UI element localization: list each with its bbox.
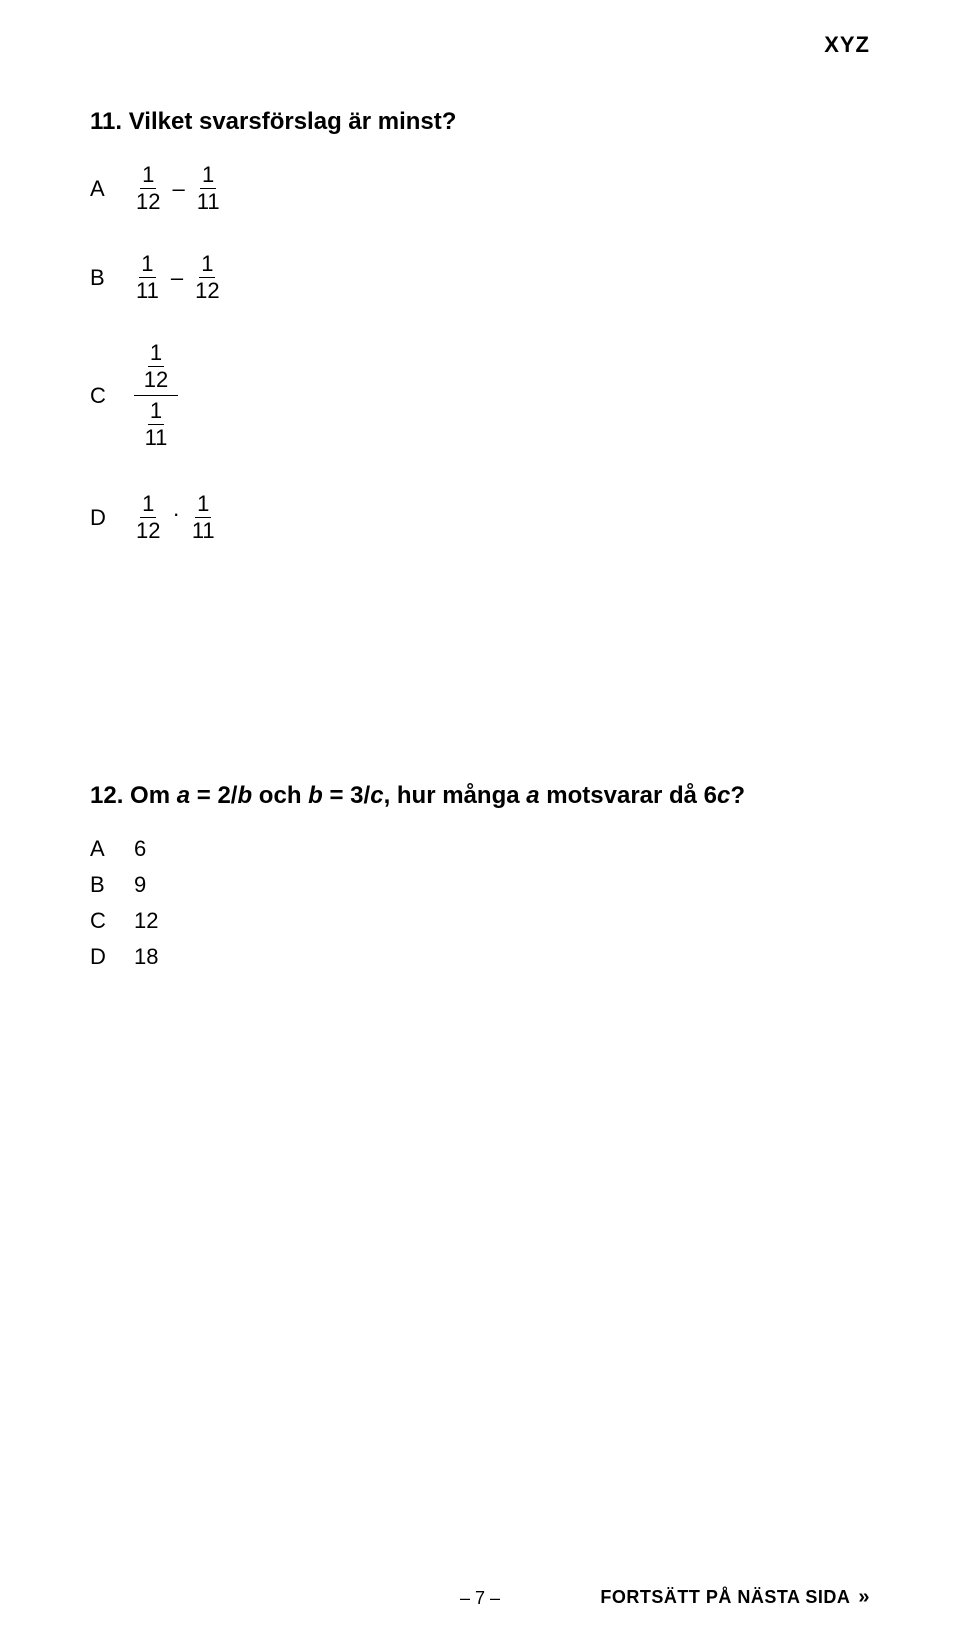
q12-option-a: A 6 xyxy=(90,836,870,862)
option-letter: B xyxy=(90,872,134,898)
option-expression: 1 11 – 1 12 xyxy=(134,253,222,302)
q11-option-d: D 1 12 · 1 11 xyxy=(90,493,870,542)
minus-operator: – xyxy=(171,265,183,291)
q12-option-c: C 12 xyxy=(90,908,870,934)
question-11-title: 11. Vilket svarsförslag är minst? xyxy=(90,108,870,136)
section-header: XYZ xyxy=(824,32,870,58)
var-c: c xyxy=(717,782,730,809)
compound-fraction: 1 12 1 11 xyxy=(134,342,178,449)
question-12: 12. Om a = 2/b och b = 3/c, hur många a … xyxy=(90,782,870,970)
var-a: a xyxy=(177,782,190,809)
var-c: c xyxy=(370,782,383,809)
denominator: 11 xyxy=(143,425,170,449)
option-value: 9 xyxy=(134,872,146,898)
fraction: 1 11 xyxy=(143,400,170,449)
page: XYZ 11. Vilket svarsförslag är minst? A … xyxy=(0,0,960,1651)
q12-option-d: D 18 xyxy=(90,944,870,970)
denominator: 11 xyxy=(195,189,222,213)
denominator: 12 xyxy=(134,189,162,213)
fraction: 1 12 xyxy=(134,493,162,542)
q11-text: Vilket svarsförslag är minst? xyxy=(129,108,457,135)
numerator: 1 xyxy=(148,400,164,425)
option-value: 6 xyxy=(134,836,146,862)
denominator: 12 xyxy=(134,518,162,542)
arrow-right-icon: » xyxy=(858,1586,870,1609)
denominator: 11 xyxy=(134,278,161,302)
q12-text-part: Om xyxy=(130,782,177,809)
option-letter: D xyxy=(90,944,134,970)
numerator: 1 xyxy=(139,253,155,278)
option-value: 18 xyxy=(134,944,158,970)
fraction: 1 12 xyxy=(134,164,162,213)
option-expression: 1 12 1 11 xyxy=(134,342,178,449)
denominator: 11 xyxy=(190,518,217,542)
q12-number: 12. xyxy=(90,782,123,809)
continue-label: FORTSÄTT PÅ NÄSTA SIDA xyxy=(600,1587,850,1608)
minus-operator: – xyxy=(172,176,184,202)
q11-number: 11. xyxy=(90,108,122,135)
option-letter: B xyxy=(90,265,134,291)
numerator: 1 xyxy=(200,164,216,189)
q12-text-part: ? xyxy=(730,782,745,809)
question-12-title: 12. Om a = 2/b och b = 3/c, hur många a … xyxy=(90,782,870,810)
continue-next-page: FORTSÄTT PÅ NÄSTA SIDA » xyxy=(600,1586,870,1609)
multiply-operator: · xyxy=(172,501,179,527)
q12-text-part: och xyxy=(252,782,308,809)
q12-text-part: = 3/ xyxy=(323,782,370,809)
var-a: a xyxy=(526,782,539,809)
denominator: 12 xyxy=(193,278,221,302)
q12-text-part: = 2/ xyxy=(190,782,237,809)
question-11: 11. Vilket svarsförslag är minst? A 1 12… xyxy=(90,108,870,542)
q11-option-a: A 1 12 – 1 11 xyxy=(90,164,870,213)
fraction: 1 11 xyxy=(134,253,161,302)
option-letter: C xyxy=(90,383,134,409)
numerator: 1 xyxy=(195,493,211,518)
q12-options: A 6 B 9 C 12 D 18 xyxy=(90,836,870,970)
numerator: 1 xyxy=(199,253,215,278)
var-b: b xyxy=(308,782,323,809)
numerator: 1 xyxy=(140,493,156,518)
option-letter: C xyxy=(90,908,134,934)
denominator: 12 xyxy=(142,367,170,391)
numerator: 1 xyxy=(148,342,164,367)
fraction: 1 11 xyxy=(195,164,222,213)
numerator: 1 xyxy=(140,164,156,189)
fraction: 1 12 xyxy=(142,342,170,391)
option-expression: 1 12 · 1 11 xyxy=(134,493,217,542)
q12-text-part: , hur många xyxy=(384,782,527,809)
option-value: 12 xyxy=(134,908,158,934)
option-letter: A xyxy=(90,176,134,202)
fraction: 1 12 xyxy=(193,253,221,302)
q12-text-part: motsvarar då 6 xyxy=(540,782,717,809)
q12-option-b: B 9 xyxy=(90,872,870,898)
option-expression: 1 12 – 1 11 xyxy=(134,164,222,213)
fraction: 1 11 xyxy=(190,493,217,542)
option-letter: A xyxy=(90,836,134,862)
option-letter: D xyxy=(90,505,134,531)
q11-option-c: C 1 12 1 11 xyxy=(90,342,870,449)
q11-option-b: B 1 11 – 1 12 xyxy=(90,253,870,302)
var-b: b xyxy=(237,782,252,809)
